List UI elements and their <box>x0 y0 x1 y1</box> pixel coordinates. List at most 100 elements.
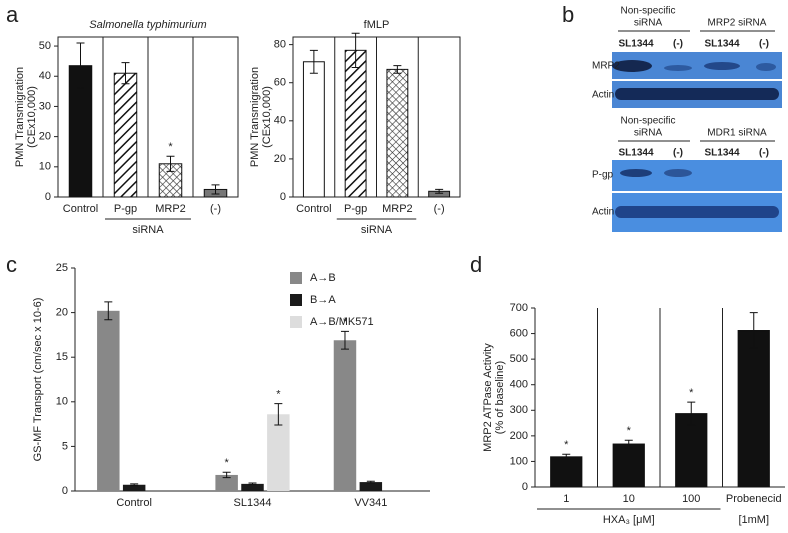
y-tick-label: 600 <box>510 327 528 339</box>
row-label: Actin <box>592 207 614 218</box>
bar <box>359 482 383 491</box>
y-tick-label: 40 <box>274 115 286 127</box>
chart-title: fMLP <box>364 19 390 31</box>
annotation: * <box>564 439 569 451</box>
x-tick-label: 10 <box>623 493 635 505</box>
bar <box>333 340 357 491</box>
error-bar <box>309 49 318 74</box>
y-tick-label: 20 <box>274 153 286 165</box>
error-bar <box>749 312 758 349</box>
bar <box>122 484 146 491</box>
error-bar <box>121 62 130 85</box>
y-tick-label: 0 <box>522 481 528 493</box>
error-bar <box>624 439 633 449</box>
x-tick-label: Probenecid <box>726 493 782 505</box>
x-tick-label: 100 <box>682 493 700 505</box>
row-label: Actin <box>592 90 614 101</box>
lane-label: SL1344 <box>704 39 739 50</box>
error-bar <box>351 32 360 68</box>
y-tick-label: 500 <box>510 353 528 365</box>
y-axis-label: PMN Transmigration <box>249 67 261 167</box>
bar <box>215 474 238 491</box>
y-tick-label: 10 <box>39 161 51 173</box>
y-tick-label: 25 <box>56 262 68 274</box>
x-tick-label: (-) <box>210 203 221 215</box>
annotation: * <box>627 425 632 437</box>
annotation: * <box>343 316 348 328</box>
error-bar <box>166 155 175 172</box>
lane-label: (-) <box>673 39 683 50</box>
y-tick-label: 30 <box>39 100 51 112</box>
y-tick-label: 0 <box>280 191 286 203</box>
band <box>612 60 652 72</box>
error-bar <box>562 453 571 460</box>
panel-label: c <box>6 252 17 277</box>
panel-label: d <box>470 252 482 277</box>
annotation: * <box>168 141 173 153</box>
group-label: MDR1 siRNA <box>707 128 767 139</box>
y-tick-label: 15 <box>56 351 68 363</box>
error-bar <box>222 471 231 479</box>
lane-label: (-) <box>759 39 769 50</box>
x-tick-label: VV341 <box>354 497 387 509</box>
y-tick-label: 50 <box>39 40 51 52</box>
y-tick-label: 400 <box>510 379 528 391</box>
y-tick-label: 80 <box>274 39 286 51</box>
annotation: * <box>276 388 281 400</box>
bar <box>612 443 645 488</box>
legend-swatch <box>290 294 302 306</box>
panel-label: a <box>6 2 19 27</box>
error-bar <box>366 480 375 484</box>
y-axis-label: (CEx10,000) <box>261 86 273 148</box>
bar <box>386 68 409 198</box>
x-tick-label: P-gp <box>114 203 137 215</box>
lane-label: SL1344 <box>618 39 653 50</box>
y-tick-label: 20 <box>56 307 68 319</box>
x-tick-label: (-) <box>434 203 445 215</box>
group-label: siRNA <box>634 18 663 29</box>
x-tick-label: MRP2 <box>155 203 186 215</box>
y-axis-label: PMN Transmigration <box>14 67 26 167</box>
group-label: MRP2 siRNA <box>708 18 767 29</box>
y-axis-label: (CEx10,000) <box>26 86 38 148</box>
x-tick-label: Control <box>296 203 331 215</box>
y-axis-label: (% of baseline) <box>494 361 506 434</box>
y-tick-label: 5 <box>62 440 68 452</box>
error-bar <box>435 188 444 194</box>
band <box>756 63 776 71</box>
legend-label: A→B/MK571 <box>310 316 374 328</box>
bar <box>302 61 325 198</box>
legend-swatch <box>290 316 302 328</box>
lane-label: SL1344 <box>704 148 739 159</box>
bar <box>267 414 290 491</box>
bar <box>241 483 264 491</box>
y-tick-label: 100 <box>510 455 528 467</box>
group-label: siRNA <box>634 128 663 139</box>
panel-label: b <box>562 2 574 27</box>
band <box>615 88 779 100</box>
error-bar <box>340 330 349 350</box>
group-label: [1mM] <box>738 514 769 526</box>
x-tick-label: P-gp <box>344 203 367 215</box>
annotation: * <box>225 457 230 469</box>
band <box>664 169 692 177</box>
bar <box>550 456 583 488</box>
x-tick-label: Control <box>116 497 151 509</box>
y-axis-label: GS-MF Transport (cm/sec x 10-6) <box>32 298 44 462</box>
error-bar <box>211 184 220 195</box>
y-tick-label: 300 <box>510 404 528 416</box>
error-bar <box>687 401 696 426</box>
blot: Non-specific siRNA MRP2 siRNA SL1344 (-)… <box>592 6 782 108</box>
legend-label: A→B <box>310 272 336 284</box>
y-tick-label: 60 <box>274 77 286 89</box>
group-label: HXA₃ [μM] <box>603 514 655 526</box>
y-tick-label: 700 <box>510 302 528 314</box>
bar <box>113 72 138 198</box>
error-bar <box>130 483 139 487</box>
band <box>615 206 779 218</box>
legend-label: B→A <box>310 294 336 306</box>
bar <box>97 310 120 491</box>
x-tick-label: MRP2 <box>382 203 413 215</box>
